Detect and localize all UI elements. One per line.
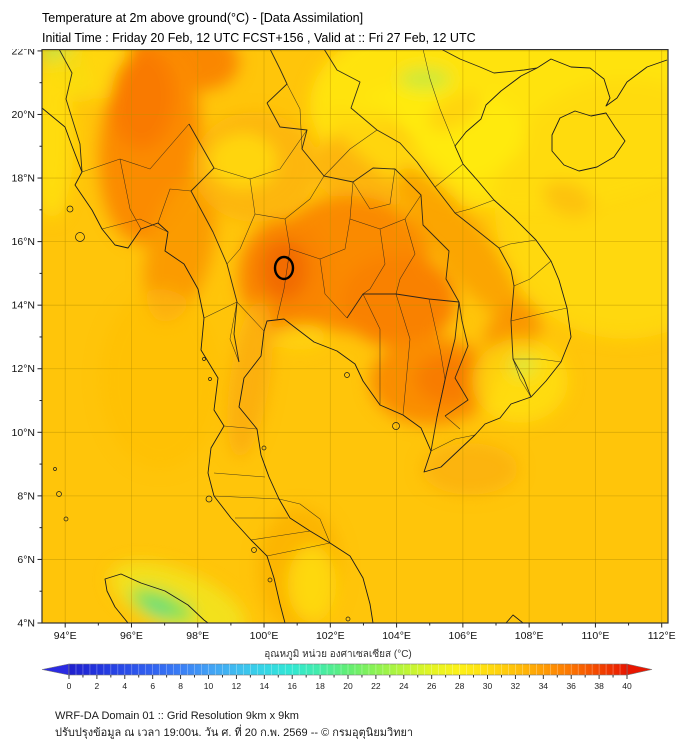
map-header: Temperature at 2m above ground(°C) - [Da… [0,0,676,49]
colorbar-tick-label: 12 [232,681,242,691]
colorbar-tick-label: 40 [622,681,632,691]
y-tick-label: 14°N [12,300,35,312]
colorbar-tick-label: 36 [566,681,576,691]
colorbar-tick-label: 26 [427,681,437,691]
y-tick-label: 22°N [12,49,35,57]
colorbar-tick-label: 34 [539,681,549,691]
x-tick-label: 102°E [316,630,345,642]
footer-domain-info: WRF-DA Domain 01 :: Grid Resolution 9km … [55,710,299,722]
y-tick-label: 16°N [12,236,35,248]
y-tick-label: 4°N [17,618,35,630]
x-tick-label: 94°E [54,630,77,642]
colorbar-tick-label: 4 [122,681,127,691]
colorbar-tick-label: 38 [594,681,604,691]
colorbar-tick-label: 8 [178,681,183,691]
footer-update-info: ปรับปรุงข้อมูล ณ เวลา 19:00น. วัน ศ. ที่… [55,726,414,739]
y-tick-label: 20°N [12,109,35,121]
map-area: 94°E 96°E 98°E 100°E 102°E 104°E 106°E 108°E 110… [0,45,676,645]
page-title: Temperature at 2m above ground(°C) - [Da… [42,11,364,25]
colorbar-tick-label: 0 [67,681,72,691]
x-tick-label: 98°E [186,630,209,642]
colorbar-tick-label: 14 [260,681,270,691]
colorbar-tick-label: 20 [343,681,353,691]
colorbar-tick-label: 10 [204,681,214,691]
colorbar-tick-label: 2 [95,681,100,691]
y-tick-label: 10°N [12,427,35,439]
x-tick-label: 112°E [648,630,676,642]
map-footer: WRF-DA Domain 01 :: Grid Resolution 9km … [0,708,676,741]
x-tick-label: 104°E [382,630,411,642]
colorbar-tick-label: 32 [511,681,521,691]
colorbar-tick-label: 30 [483,681,493,691]
y-tick-label: 18°N [12,173,35,185]
colorbar-tick-label: 24 [399,681,409,691]
x-tick-label: 96°E [120,630,143,642]
colorbar-tick-label: 16 [287,681,297,691]
colorbar-tick-label: 22 [371,681,381,691]
temperature-map-plot: 94°E 96°E 98°E 100°E 102°E 104°E 106°E 108°E 110… [12,45,676,642]
x-tick-label: 110°E [581,630,609,642]
colorbar-tick-label: 28 [455,681,465,691]
colorbar-tick-label: 6 [150,681,155,691]
y-tick-label: 6°N [17,554,35,566]
colorbar-tick-label: 18 [315,681,325,691]
y-tick-label: 8°N [17,490,35,502]
x-tick-label: 108°E [515,630,544,642]
temperature-colorbar: 0 2 4 6 8 10 12 14 16 18 20 22 24 26 28 30 32 34 36 38 40 [41,663,653,691]
y-tick-label: 12°N [12,363,35,375]
colorbar-label: อุณหภูมิ หน่วย องศาเซลเซียส (°C) [264,649,412,660]
x-tick-label: 100°E [250,630,279,642]
x-tick-label: 106°E [449,630,478,642]
page-subtitle: Initial Time : Friday 20 Feb, 12 UTC FCS… [42,30,476,45]
